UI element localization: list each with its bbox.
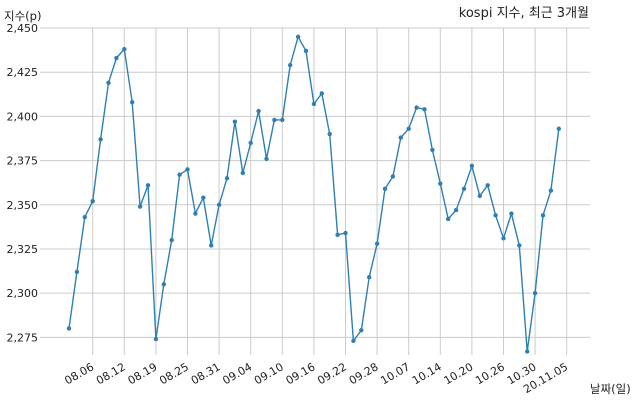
data-point (374, 241, 380, 246)
data-point (177, 172, 182, 177)
data-point (367, 275, 372, 280)
y-tick-label: 2,400 (7, 110, 39, 123)
y-tick-label: 2,350 (7, 199, 39, 212)
y-tick-label: 2,375 (7, 155, 39, 168)
data-point (438, 181, 443, 186)
data-point (248, 140, 253, 146)
chart-title: kospi 지수, 최근 3개월 (459, 6, 589, 21)
data-point (240, 170, 245, 176)
data-point (422, 107, 427, 112)
x-tick-label: 09.22 (315, 360, 349, 387)
data-point (145, 183, 151, 188)
data-point (232, 119, 238, 124)
x-tick-label: 09.28 (347, 360, 381, 387)
x-tick-label: 09.10 (252, 360, 286, 387)
grid-lines (40, 27, 590, 355)
data-point (430, 147, 435, 153)
data-point (359, 328, 364, 333)
data-point (209, 243, 214, 248)
data-point (193, 211, 198, 216)
data-point (548, 188, 554, 193)
data-point (540, 213, 546, 218)
x-tick-label: 10.26 (473, 360, 507, 387)
data-point (351, 338, 356, 344)
data-point (453, 207, 459, 213)
data-point (272, 117, 277, 123)
data-points (66, 34, 561, 354)
data-point (461, 186, 467, 192)
data-point (414, 105, 419, 110)
y-axis-label: 지수(p) (4, 9, 41, 23)
data-point (216, 202, 222, 207)
data-point (137, 204, 143, 209)
data-point (327, 131, 332, 137)
data-point (169, 237, 174, 243)
x-tick-label: 08.25 (157, 360, 191, 387)
data-point (74, 269, 80, 275)
data-point (335, 232, 340, 238)
x-tick-label: 10.14 (410, 360, 444, 387)
data-point (303, 48, 309, 54)
data-point (517, 243, 522, 248)
data-point (343, 230, 348, 236)
data-point (82, 214, 88, 220)
y-tick-label: 2,300 (7, 287, 39, 300)
data-point (556, 126, 561, 131)
data-point (446, 216, 451, 222)
y-axis-ticks: 2,275 2,300 2,325 2,350 2,375 2,400 2,425 2,450 (7, 22, 39, 344)
data-point (130, 100, 135, 105)
data-point (114, 55, 119, 61)
data-point (264, 156, 269, 161)
data-point (153, 336, 159, 342)
data-point (493, 213, 498, 218)
x-tick-label: 08.19 (126, 360, 160, 387)
x-tick-label: 10.20 (442, 360, 476, 387)
x-tick-label: 09.16 (284, 360, 318, 387)
data-point (66, 326, 72, 331)
data-point (382, 186, 388, 192)
data-point (319, 91, 324, 96)
x-tick-label: 08.31 (189, 360, 223, 387)
data-point (469, 163, 475, 169)
data-point (161, 282, 166, 287)
x-tick-label: 08.06 (62, 360, 96, 387)
data-point (122, 47, 127, 52)
y-tick-label: 2,275 (7, 331, 39, 344)
x-axis-label: 날짜(일) (590, 382, 631, 396)
x-axis-ticks: 08.0608.1208.1908.2508.3109.0409.1009.16… (62, 360, 570, 396)
x-tick-label: 09.04 (220, 360, 254, 387)
data-point (390, 174, 396, 179)
y-tick-label: 2,325 (7, 243, 39, 256)
data-point (509, 211, 514, 216)
data-point (525, 349, 530, 354)
data-point (106, 80, 111, 85)
data-point (288, 62, 293, 68)
data-point (477, 193, 482, 199)
data-point (311, 101, 317, 107)
data-point (185, 167, 190, 172)
data-point (98, 137, 103, 142)
y-tick-label: 2,450 (7, 22, 39, 35)
data-point (406, 126, 411, 131)
x-tick-label: 08.12 (94, 360, 128, 387)
x-tick-label: 10.07 (378, 360, 412, 387)
data-point (201, 195, 206, 200)
data-point (256, 108, 261, 114)
data-point (224, 176, 230, 181)
data-point (295, 34, 301, 40)
data-point (280, 117, 285, 123)
data-point (90, 199, 95, 204)
y-tick-label: 2,425 (7, 66, 39, 79)
data-point (532, 290, 538, 296)
data-point (398, 135, 403, 140)
data-point (501, 236, 506, 241)
data-point (485, 183, 490, 188)
